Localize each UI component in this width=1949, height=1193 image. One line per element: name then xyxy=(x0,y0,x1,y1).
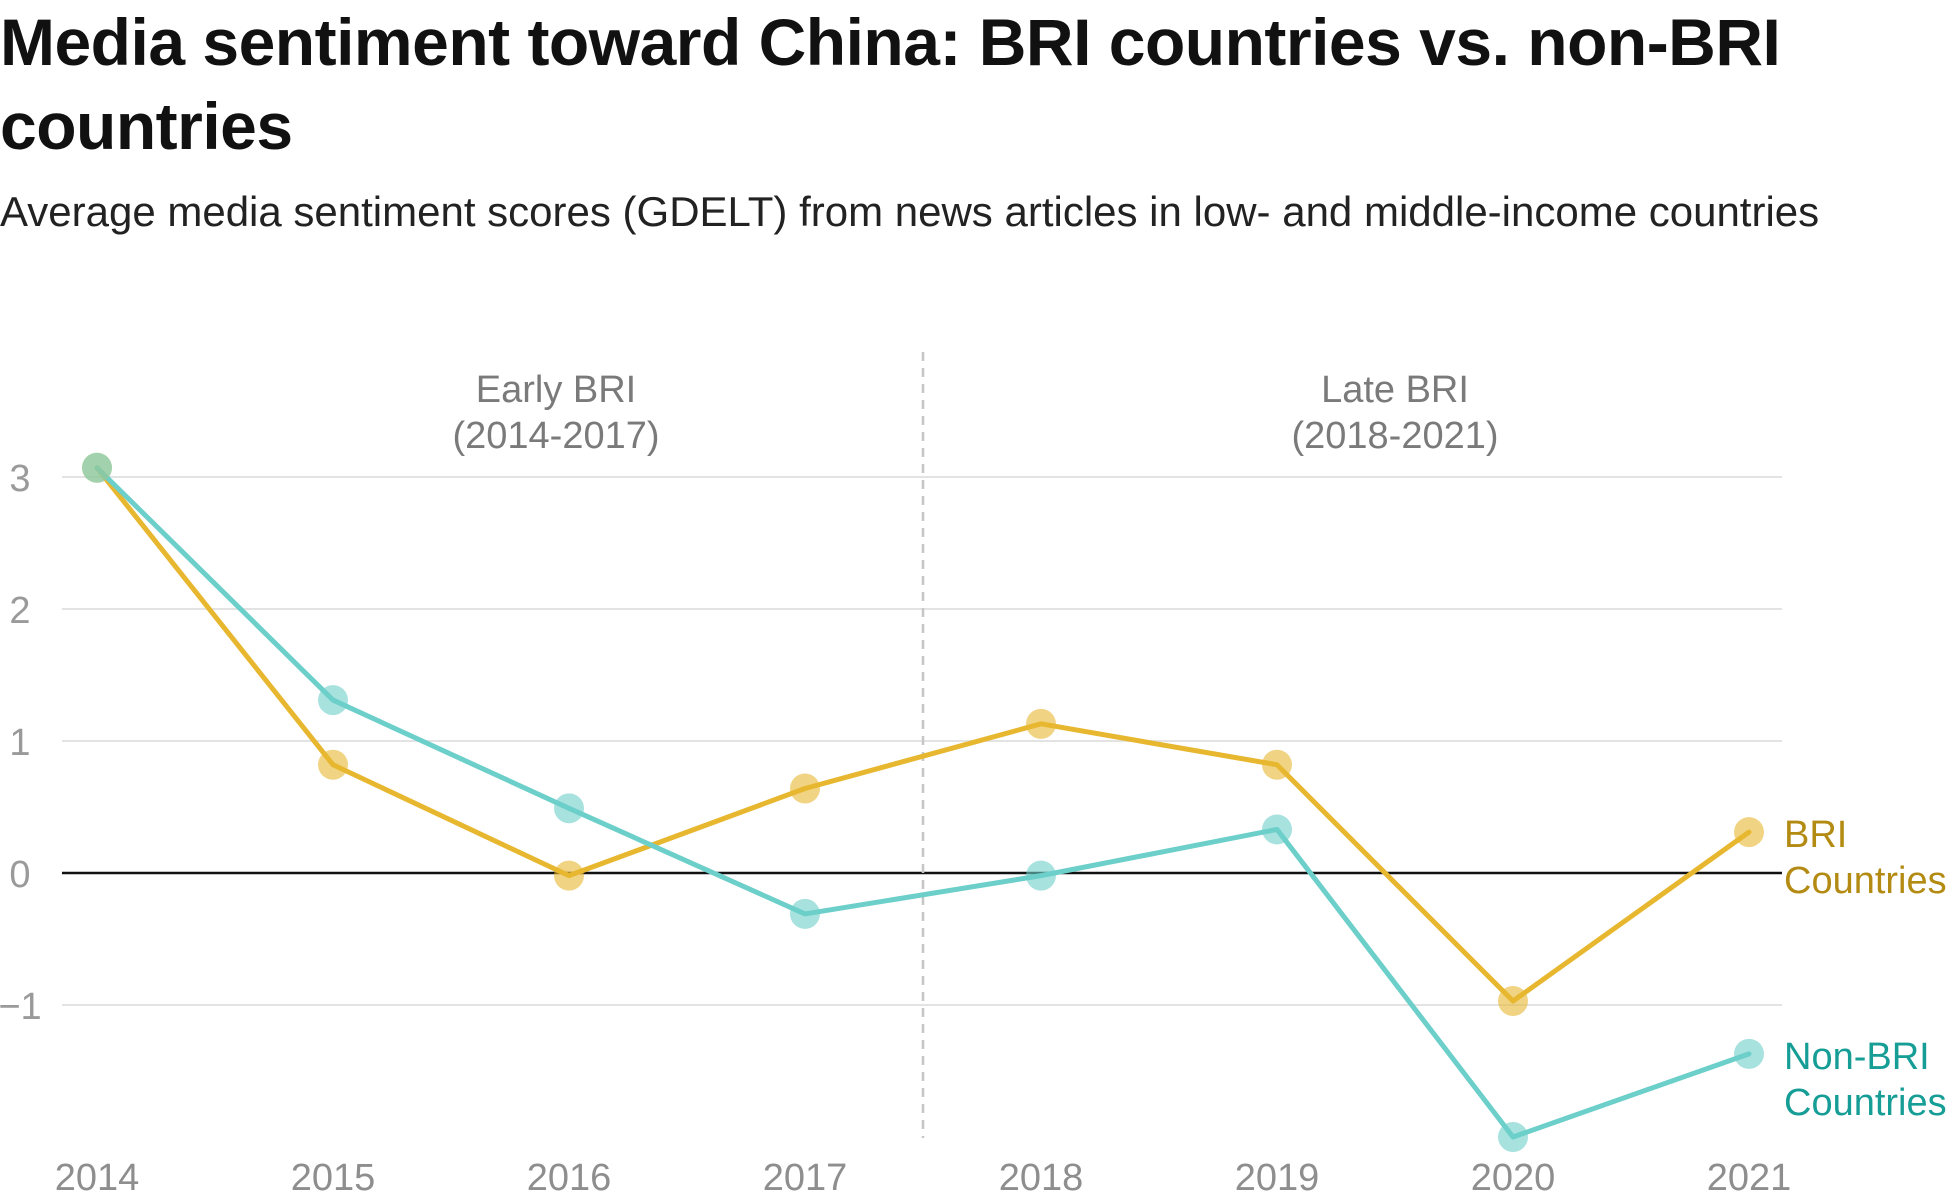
y-tick-label: −1 xyxy=(0,986,42,1028)
x-tick-label: 2015 xyxy=(291,1157,376,1193)
x-tick-label: 2020 xyxy=(1471,1157,1556,1193)
series-points xyxy=(82,452,1764,1152)
period-labels: Early BRI (2014-2017) Late BRI (2018-2021) xyxy=(452,369,1498,457)
series-label-non-bri: Non-BRI Countries xyxy=(1784,1036,1947,1124)
chart-subtitle: Average media sentiment scores (GDELT) f… xyxy=(0,188,1820,235)
data-point-bri xyxy=(1734,817,1764,848)
y-tick-label: 3 xyxy=(9,458,30,500)
data-point-non-bri xyxy=(554,793,584,824)
series-label-line: BRI xyxy=(1784,814,1847,856)
series-label-line: Countries xyxy=(1784,860,1947,902)
x-tick-label: 2021 xyxy=(1707,1157,1792,1193)
data-point-non-bri xyxy=(1026,860,1056,891)
y-tick-label: 1 xyxy=(9,722,30,764)
data-point-bri xyxy=(790,773,820,804)
period-label: Late BRI (2018-2021) xyxy=(1291,369,1498,457)
period-label-name: Late BRI xyxy=(1321,369,1469,411)
data-point-non-bri xyxy=(1262,814,1292,845)
data-point-bri xyxy=(554,860,584,891)
data-point-non-bri xyxy=(1498,1122,1528,1152)
series-label-line: Countries xyxy=(1784,1082,1947,1124)
x-tick-label: 2018 xyxy=(999,1157,1084,1193)
period-label-range: (2014-2017) xyxy=(452,415,659,457)
series-label-line: Non-BRI xyxy=(1784,1036,1930,1078)
data-point-bri xyxy=(1026,708,1056,739)
period-label: Early BRI (2014-2017) xyxy=(452,369,659,457)
data-point-non-bri xyxy=(82,452,112,483)
y-tick-label: 2 xyxy=(9,590,30,632)
series-line-non-bri xyxy=(94,465,1752,1140)
data-point-bri xyxy=(1498,986,1528,1017)
data-point-non-bri xyxy=(1734,1038,1764,1069)
x-axis-ticks: 2014 2015 2016 2017 2018 2019 2020 2021 xyxy=(55,1157,1792,1193)
y-axis-ticks: 3 2 1 0 −1 xyxy=(0,458,42,1028)
y-tick-label: 0 xyxy=(9,854,30,896)
x-tick-label: 2014 xyxy=(55,1157,140,1193)
period-label-name: Early BRI xyxy=(476,369,636,411)
data-point-bri xyxy=(318,749,348,780)
x-tick-label: 2017 xyxy=(763,1157,848,1193)
data-point-non-bri xyxy=(790,898,820,929)
period-label-range: (2018-2021) xyxy=(1291,415,1498,457)
x-tick-label: 2019 xyxy=(1235,1157,1320,1193)
series-line-bri xyxy=(94,465,1752,1004)
x-tick-label: 2016 xyxy=(527,1157,612,1193)
series-lines xyxy=(94,465,1752,1140)
chart-title: Media sentiment toward China: BRI countr… xyxy=(0,5,1781,163)
series-label-bri: BRI Countries xyxy=(1784,814,1947,902)
data-point-non-bri xyxy=(318,685,348,716)
data-point-bri xyxy=(1262,749,1292,780)
